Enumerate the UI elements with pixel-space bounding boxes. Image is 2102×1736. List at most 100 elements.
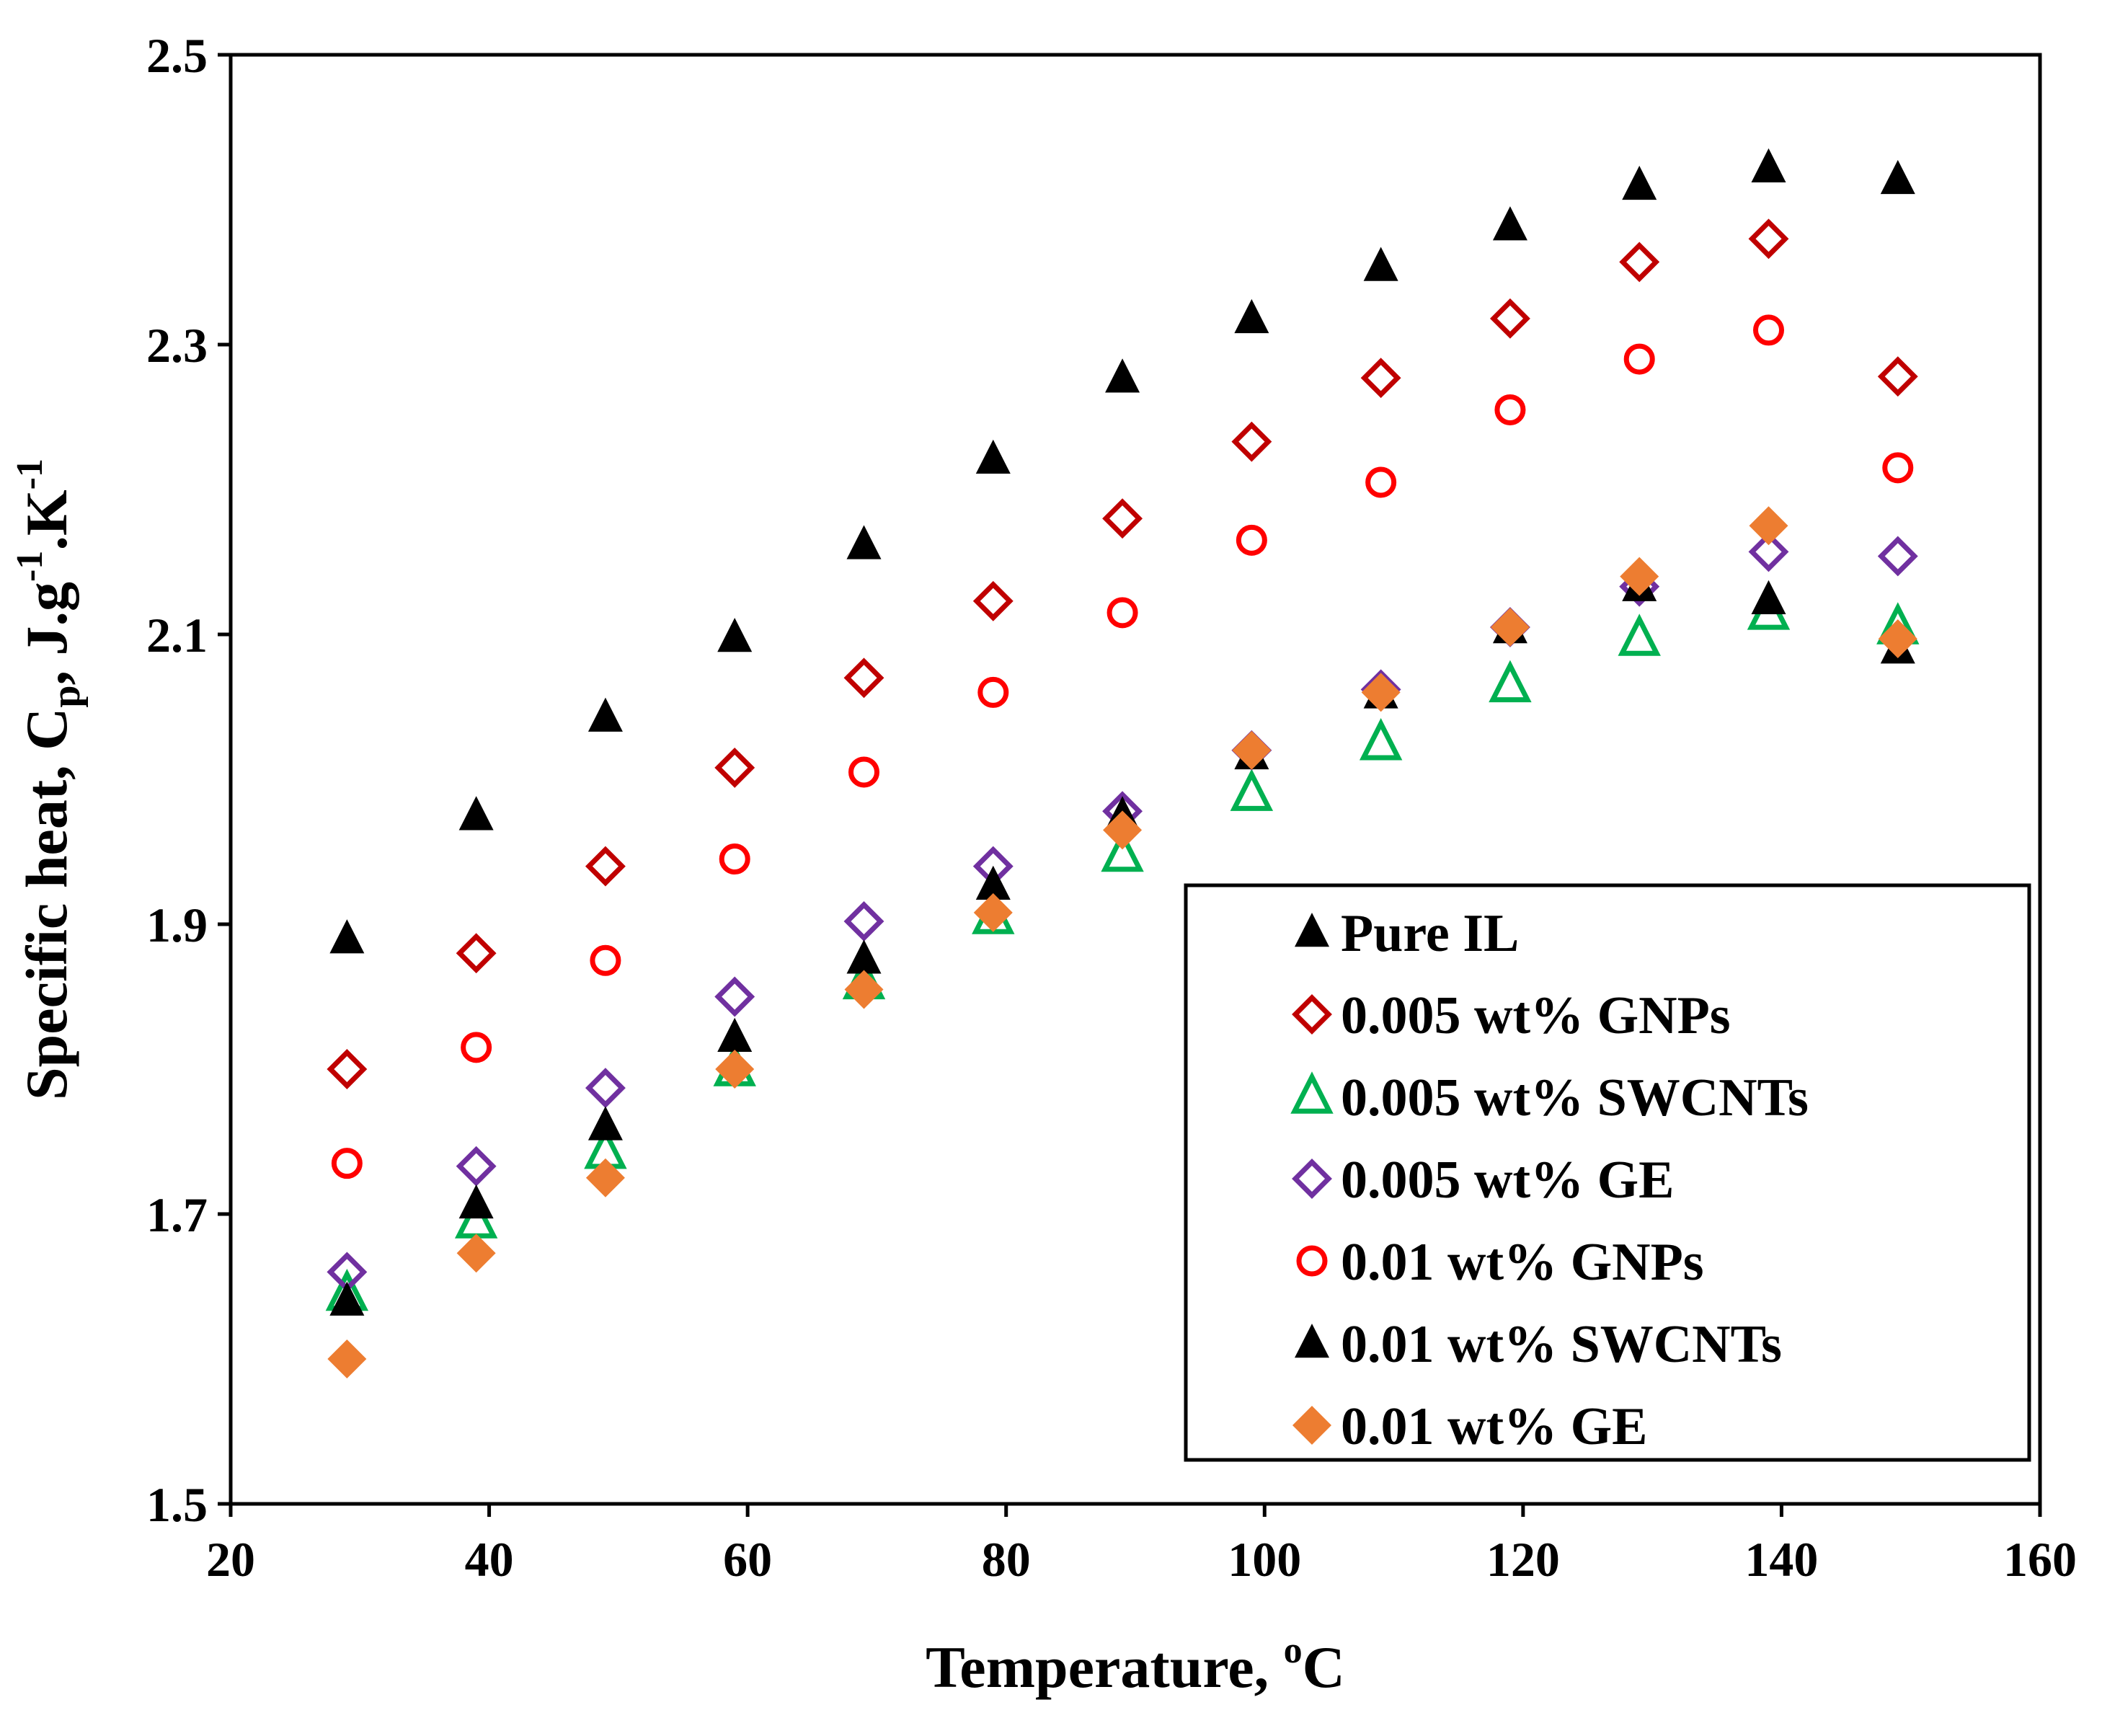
data-point	[1622, 165, 1657, 200]
y-tick-label: 2.3	[146, 318, 208, 373]
x-tick-label: 40	[465, 1532, 514, 1587]
data-point	[329, 1281, 365, 1316]
data-point	[329, 919, 365, 954]
data-point	[717, 1017, 753, 1053]
data-point	[1230, 769, 1274, 811]
data-point	[843, 657, 884, 699]
data-point	[1231, 421, 1272, 462]
data-point	[585, 1158, 625, 1197]
data-point	[715, 1050, 755, 1089]
y-tick-labels: 1.5 1.7 1.9 2.1 2.3 2.5	[146, 28, 208, 1532]
data-point	[846, 525, 882, 559]
data-point	[1365, 466, 1397, 498]
y-tick-label: 1.5	[146, 1477, 208, 1532]
data-point	[1360, 358, 1401, 399]
data-point	[975, 865, 1011, 900]
legend-marker	[1292, 994, 1332, 1035]
data-point	[975, 439, 1011, 474]
data-point	[458, 796, 494, 831]
x-tick-label: 60	[723, 1532, 772, 1587]
y-tick-label: 2.5	[146, 28, 208, 83]
y-axis-title: Specific heat, Cp, J.g-1.K-1	[9, 459, 89, 1100]
x-tick-label: 100	[1228, 1532, 1301, 1587]
data-point	[461, 1032, 492, 1063]
x-axis-title: Temperature, oC	[926, 1630, 1345, 1700]
plot-area-frame	[229, 53, 2042, 1506]
data-point	[846, 939, 882, 974]
data-point	[1359, 718, 1403, 761]
data-point	[1618, 614, 1661, 656]
legend-box	[1184, 883, 2031, 1462]
data-point	[1102, 498, 1143, 539]
data-point	[1103, 810, 1143, 850]
x-tick-label: 120	[1486, 1532, 1560, 1587]
data-point	[1751, 148, 1786, 183]
legend-marker	[1292, 1406, 1331, 1445]
legend-marker	[1292, 1159, 1332, 1199]
x-tick-label: 140	[1744, 1532, 1818, 1587]
data-point	[1363, 247, 1398, 281]
data-point	[1492, 206, 1527, 241]
legend-label: Pure IL	[1341, 904, 1519, 963]
legend-label: 0.01 wt% GNPs	[1341, 1233, 1704, 1292]
data-point	[1877, 536, 1918, 577]
data-point	[587, 697, 623, 732]
legend-marker	[1295, 1324, 1329, 1358]
axis-ticks	[218, 53, 2042, 1517]
data-point	[1877, 356, 1918, 397]
data-point	[585, 846, 626, 887]
legend-label: 0.01 wt% GE	[1341, 1397, 1648, 1456]
data-point	[1753, 314, 1784, 346]
data-point	[719, 843, 750, 875]
data-points	[325, 148, 1920, 1378]
legend-label: 0.005 wt% SWCNTs	[1341, 1068, 1809, 1128]
data-point	[843, 901, 884, 942]
data-point	[1234, 298, 1269, 334]
y-tick-label: 2.1	[146, 608, 208, 663]
data-point	[844, 970, 884, 1009]
legend-marker	[1296, 1245, 1328, 1277]
data-point	[1878, 619, 1917, 659]
data-point	[714, 976, 755, 1017]
y-tick-label: 1.7	[146, 1187, 208, 1242]
data-point	[714, 747, 755, 788]
data-point	[1620, 557, 1659, 596]
data-point	[1623, 343, 1655, 375]
series-5	[331, 314, 1914, 1179]
data-point	[1880, 159, 1915, 195]
data-point	[1232, 730, 1272, 770]
series-1	[329, 148, 1915, 954]
x-tick-label: 160	[2003, 1532, 2077, 1587]
data-point	[1751, 580, 1786, 615]
data-point	[1105, 358, 1140, 393]
data-point	[458, 1184, 494, 1219]
x-tick-labels: 20 40 60 80 100 120 140 160	[206, 1532, 2077, 1587]
legend-label: 0.005 wt% GE	[1341, 1151, 1675, 1210]
data-point	[585, 1068, 626, 1109]
series-2	[327, 218, 1918, 1089]
data-point	[456, 1234, 496, 1273]
y-tick-label: 1.9	[146, 898, 208, 952]
legend-marker	[1295, 913, 1329, 947]
legend-label: 0.005 wt% GNPs	[1341, 986, 1731, 1045]
data-point	[848, 756, 879, 788]
data-point	[972, 580, 1014, 621]
data-point	[456, 933, 497, 974]
data-point	[1619, 242, 1660, 283]
data-point	[1236, 524, 1267, 556]
legend-items: Pure IL 0.005 wt% GNPs 0.005 wt% SWCNTs 0.0…	[1290, 904, 1809, 1456]
data-point	[327, 1049, 368, 1089]
data-point	[1489, 298, 1530, 339]
data-point	[331, 1148, 363, 1179]
x-tick-label: 20	[206, 1532, 255, 1587]
data-point	[1748, 218, 1789, 260]
data-point	[977, 676, 1009, 708]
x-tick-label: 80	[982, 1532, 1031, 1587]
data-point	[590, 944, 621, 976]
data-point	[456, 1146, 497, 1187]
data-point	[1361, 673, 1401, 712]
data-point	[1101, 829, 1144, 872]
data-point	[1490, 607, 1530, 647]
